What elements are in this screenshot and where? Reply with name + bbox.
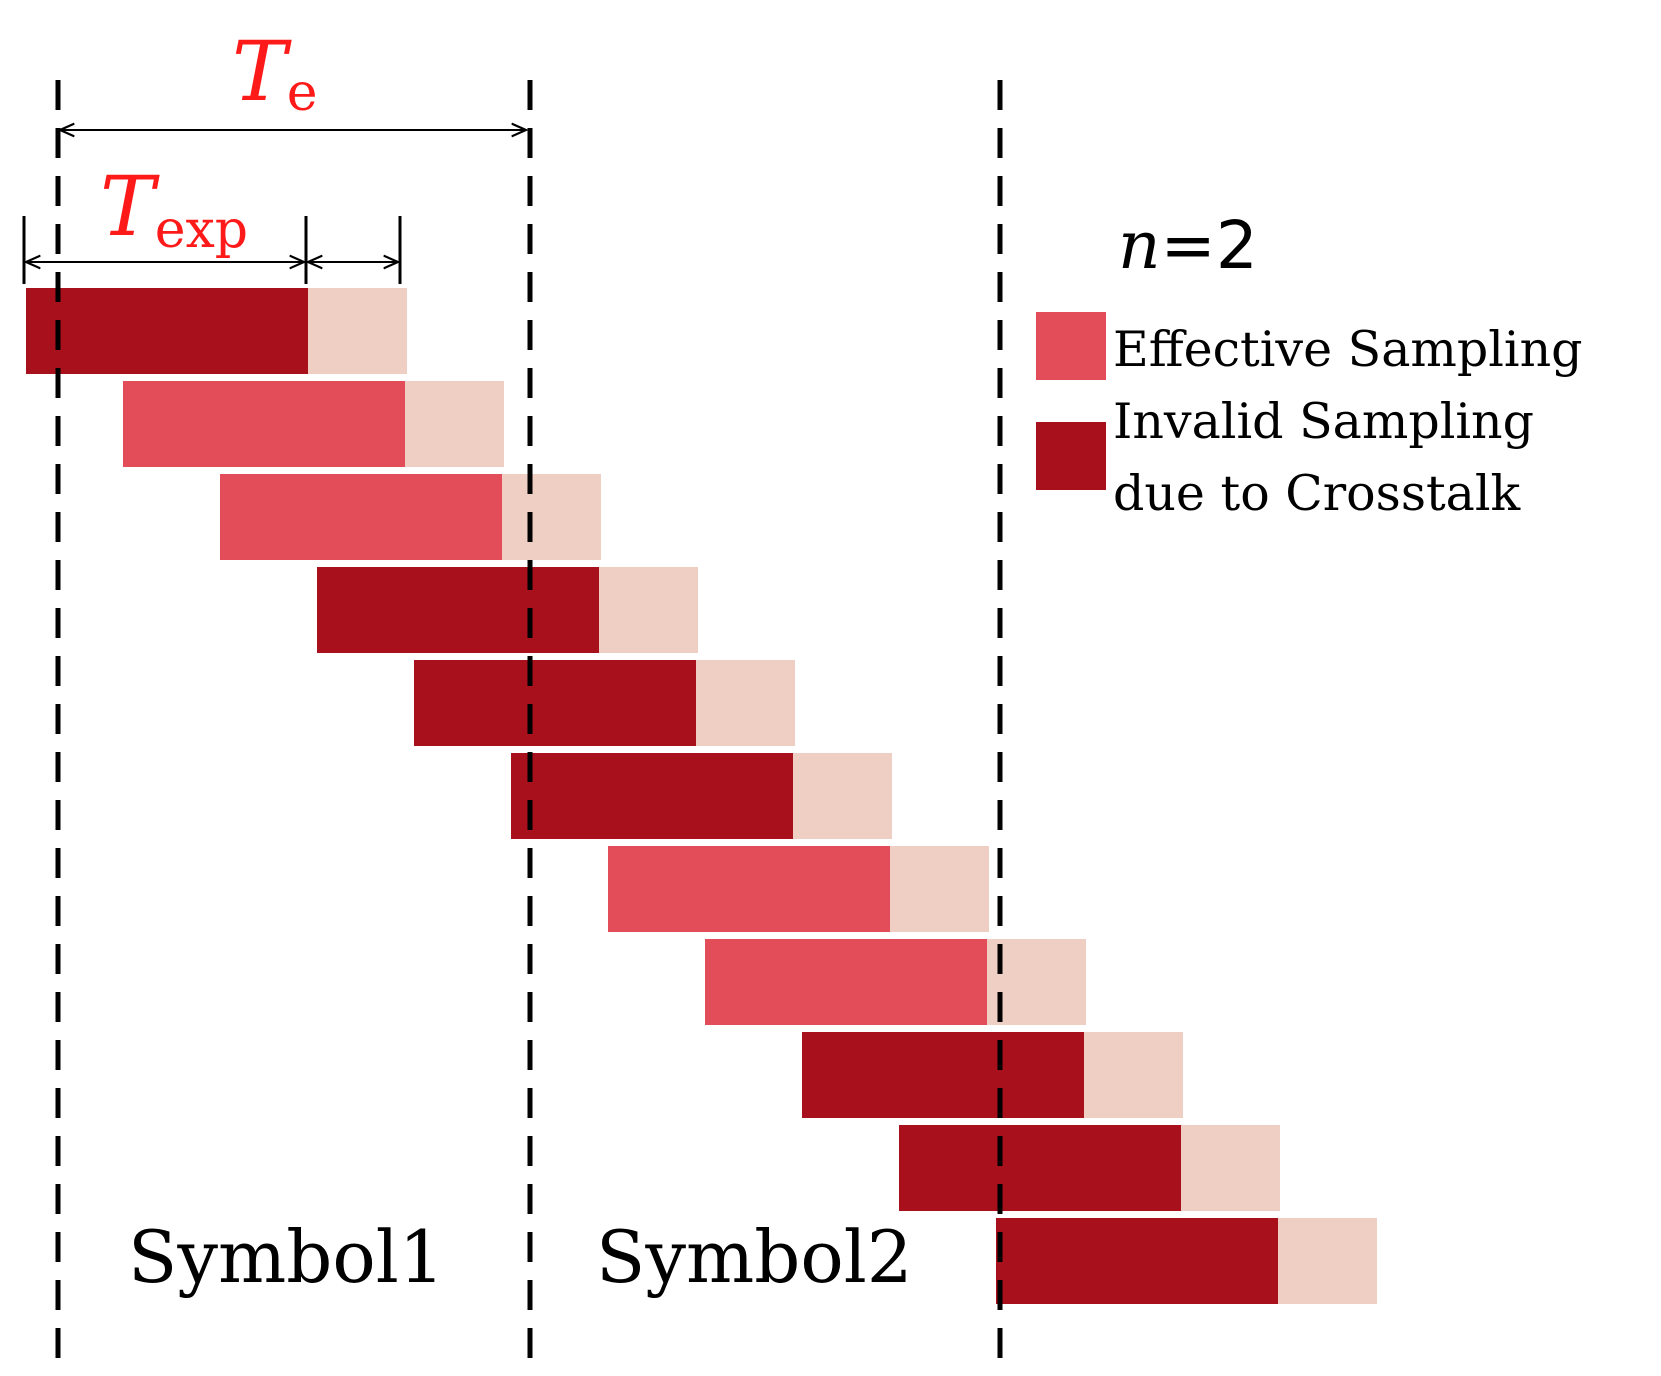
- legend-effective-label: Effective Sampling: [1113, 321, 1583, 378]
- bar-tail-2: [405, 381, 504, 467]
- legend: Effective Sampling Invalid Sampling due …: [1036, 312, 1583, 522]
- legend-invalid-label-line1: Invalid Sampling: [1113, 393, 1534, 450]
- invalid-sampling-bar-4: [317, 567, 599, 653]
- invalid-sampling-bar-11: [996, 1218, 1278, 1304]
- te-dimension: Te: [60, 25, 526, 130]
- bar-tail-4: [599, 567, 698, 653]
- bar-tail-5: [696, 660, 795, 746]
- invalid-sampling-bar-6: [511, 753, 793, 839]
- invalid-sampling-bar-5: [414, 660, 696, 746]
- te-label-sub: e: [287, 63, 318, 123]
- texp-label-sub: exp: [155, 200, 248, 260]
- legend-effective-swatch: [1036, 312, 1106, 380]
- bar-tail-10: [1181, 1125, 1280, 1211]
- effective-sampling-bar-7: [608, 846, 890, 932]
- bar-tail-11: [1278, 1218, 1377, 1304]
- bar-tail-9: [1084, 1032, 1183, 1118]
- bar-tail-7: [890, 846, 989, 932]
- symbol2-label: Symbol2: [596, 1215, 913, 1299]
- te-label-main: T: [232, 25, 292, 120]
- invalid-sampling-bar-10: [899, 1125, 1181, 1211]
- te-label: Te: [232, 25, 317, 123]
- n-equals: =2: [1161, 207, 1258, 284]
- invalid-sampling-bar-9: [802, 1032, 1084, 1118]
- n-variable: n: [1118, 207, 1161, 284]
- texp-dimension: Texp: [22, 160, 402, 284]
- bar-tail-3: [502, 474, 601, 560]
- bar-tail-1: [308, 288, 407, 374]
- texp-label: Texp: [100, 160, 248, 260]
- bar-tail-8: [987, 939, 1086, 1025]
- n-value-label: n=2: [1118, 207, 1258, 284]
- legend-invalid-swatch: [1036, 422, 1106, 490]
- invalid-sampling-bar-1: [26, 288, 308, 374]
- bar-tail-6: [793, 753, 892, 839]
- sampling-bars: [26, 288, 1377, 1304]
- symbol1-label: Symbol1: [128, 1215, 445, 1299]
- symbol-boundaries: [55, 80, 1003, 1362]
- effective-sampling-bar-8: [705, 939, 987, 1025]
- legend-invalid-label-line2: due to Crosstalk: [1113, 465, 1522, 522]
- effective-sampling-bar-2: [123, 381, 405, 467]
- texp-label-main: T: [100, 160, 160, 255]
- effective-sampling-bar-3: [220, 474, 502, 560]
